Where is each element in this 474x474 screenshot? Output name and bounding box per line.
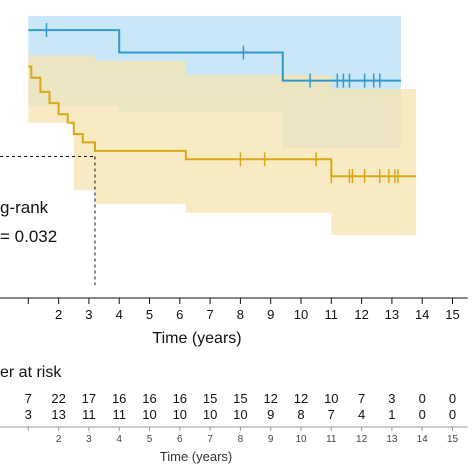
survival-curve-blue	[28, 29, 401, 82]
x-tick-label-8: 8	[237, 307, 244, 322]
risk-tick-label-6: 6	[177, 434, 183, 445]
x-axis-label: Time (years)	[152, 330, 241, 347]
risk-value-row1-t11: 10	[324, 391, 338, 406]
risk-tick-label-3: 3	[86, 434, 92, 445]
risk-value-row1-t13: 3	[388, 391, 395, 406]
risk-tick-label-7: 7	[207, 434, 213, 445]
x-tick-label-12: 12	[354, 307, 368, 322]
annotation-test-name: g-rank	[0, 198, 49, 217]
confidence-band-yellow	[28, 55, 417, 236]
risk-value-row2-t3: 11	[82, 407, 96, 422]
annotation-p-value: = 0.032	[0, 227, 57, 246]
risk-value-row1-t8: 15	[233, 391, 247, 406]
risk-value-row1-t1: 7	[25, 391, 32, 406]
risk-value-row2-t15: 0	[449, 407, 456, 422]
risk-value-row2-t1: 3	[25, 407, 32, 422]
x-tick-label-3: 3	[85, 307, 92, 322]
risk-value-row2-t12: 4	[358, 407, 365, 422]
risk-value-row1-t14: 0	[419, 391, 426, 406]
survival-curves	[28, 29, 417, 178]
x-tick-label-9: 9	[267, 307, 274, 322]
x-axis: 2 3 4 5 6 7 8 9 10 11 12 13 14 15	[0, 297, 468, 322]
x-tick-label-7: 7	[206, 307, 213, 322]
x-tick-label-2: 2	[55, 307, 62, 322]
risk-tick-label-2: 2	[56, 434, 62, 445]
x-tick-label-13: 13	[385, 307, 399, 322]
risk-tick-label-8: 8	[238, 434, 244, 445]
censor-marks	[45, 23, 399, 184]
x-tick-label-5: 5	[146, 307, 153, 322]
risk-value-row2-t9: 9	[267, 407, 274, 422]
risk-value-row2-t4: 11	[112, 407, 126, 422]
risk-value-row1-t5: 16	[142, 391, 156, 406]
survival-curve-yellow	[28, 65, 417, 178]
risk-tick-label-9: 9	[268, 434, 274, 445]
risk-value-row2-t10: 8	[297, 407, 304, 422]
x-tick-label-11: 11	[325, 307, 339, 322]
risk-value-row1-t2: 22	[51, 391, 65, 406]
x-tick-label-15: 15	[445, 307, 459, 322]
risk-value-row1-t15: 0	[449, 391, 456, 406]
risk-value-row1-t12: 7	[358, 391, 365, 406]
confidence-bands	[28, 16, 417, 236]
x-tick-label-6: 6	[176, 307, 183, 322]
risk-value-row1-t6: 16	[173, 391, 187, 406]
risk-value-row2-t11: 7	[328, 407, 335, 422]
risk-tick-label-13: 13	[386, 434, 398, 445]
risk-tick-label-14: 14	[417, 434, 429, 445]
x-tick-label-10: 10	[294, 307, 308, 322]
x-tick-label-4: 4	[116, 307, 123, 322]
risk-value-row2-t7: 10	[203, 407, 217, 422]
risk-value-row2-t14: 0	[419, 407, 426, 422]
risk-value-row2-t8: 10	[233, 407, 247, 422]
risk-tick-label-12: 12	[356, 434, 368, 445]
risk-table-title: er at risk	[0, 364, 62, 381]
risk-value-row1-t9: 12	[263, 391, 277, 406]
x-tick-label-14: 14	[415, 307, 429, 322]
risk-tick-label-15: 15	[447, 434, 459, 445]
risk-value-row1-t7: 15	[203, 391, 217, 406]
risk-value-row2-t6: 10	[173, 407, 187, 422]
risk-value-row1-t10: 12	[294, 391, 308, 406]
risk-tick-label-11: 11	[326, 434, 337, 445]
risk-tick-label-4: 4	[116, 434, 122, 445]
risk-value-row1-t4: 16	[112, 391, 126, 406]
risk-value-row1-t3: 17	[82, 391, 96, 406]
risk-table: 7 22 17 16 16 16 15 15 12 12 10 7 3 0 03 13 11 11 10 10 10 10…	[0, 391, 468, 445]
risk-value-row2-t13: 1	[388, 407, 395, 422]
risk-tick-label-10: 10	[295, 434, 307, 445]
risk-table-x-label: Time (years)	[160, 449, 232, 464]
risk-value-row2-t2: 13	[51, 407, 65, 422]
risk-tick-label-5: 5	[147, 434, 153, 445]
risk-value-row2-t5: 10	[142, 407, 156, 422]
